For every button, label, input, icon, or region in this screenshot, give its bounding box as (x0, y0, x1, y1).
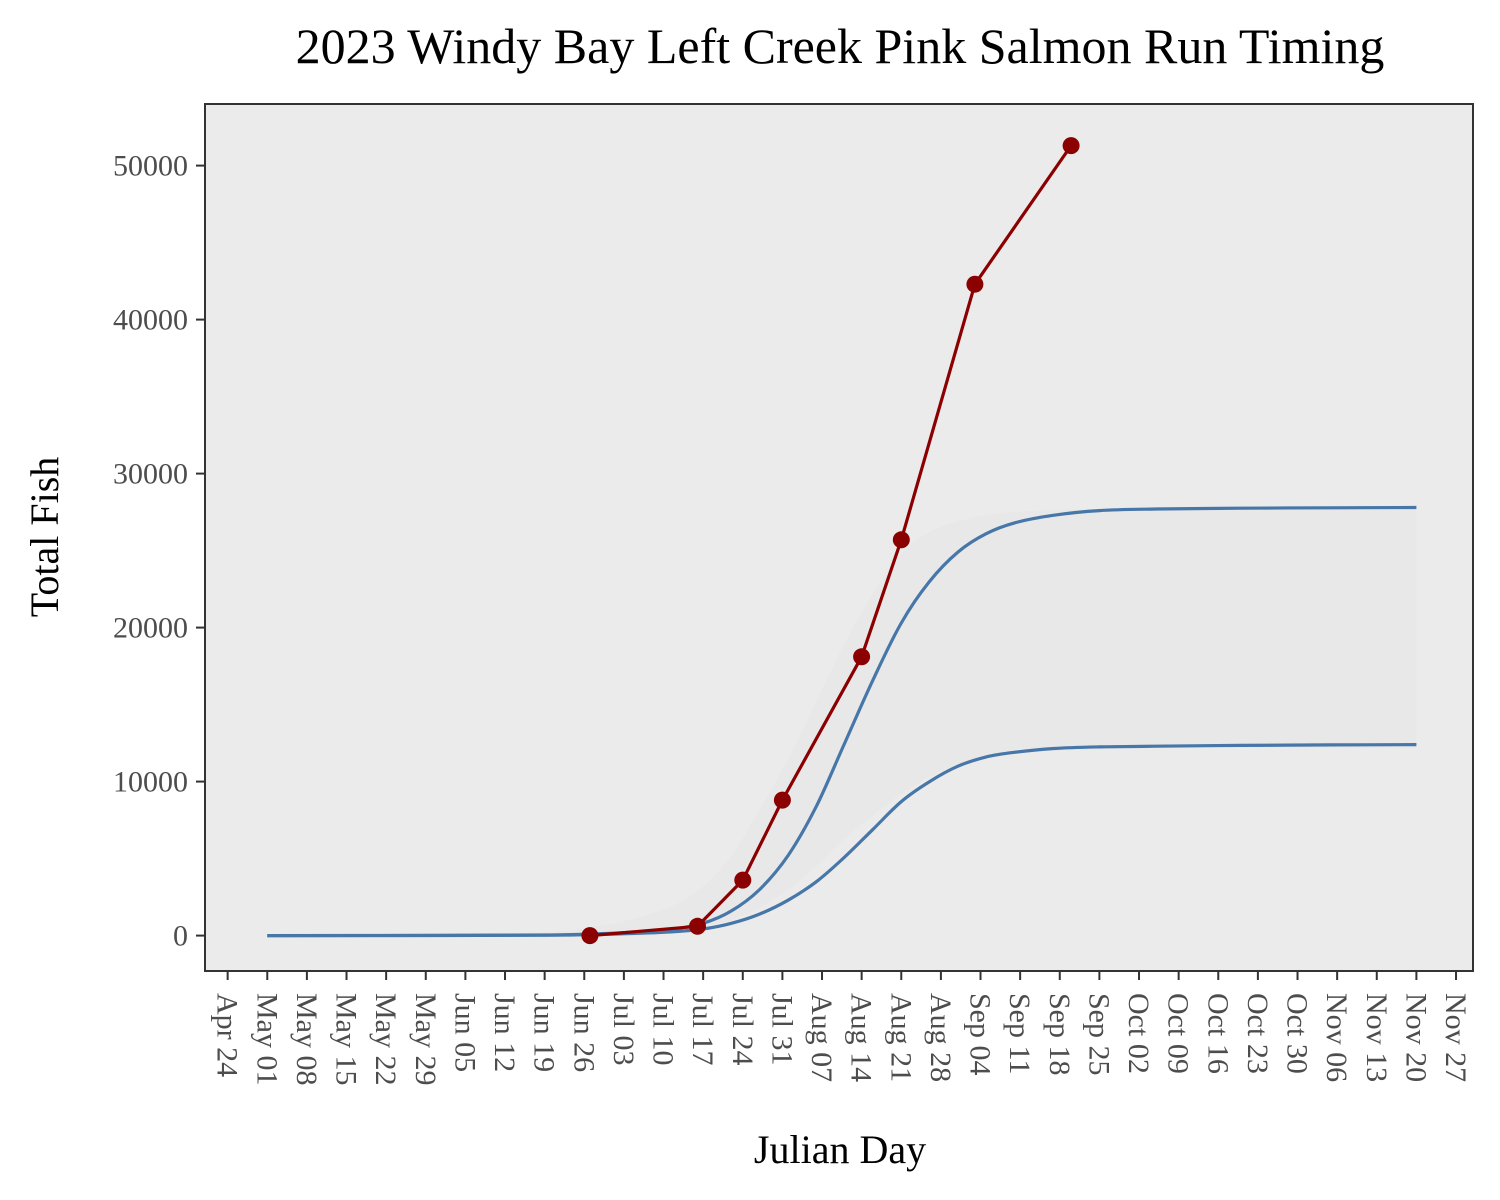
observed-point-7 (1062, 137, 1080, 155)
point-layer (581, 137, 1080, 945)
x-tick-label: Aug 14 (845, 993, 878, 1082)
x-tick-label: Sep 18 (1043, 993, 1076, 1076)
x-tick-label: Aug 28 (924, 993, 957, 1082)
x-tick-label: Oct 16 (1201, 993, 1234, 1074)
observed-cumulative-line (589, 144, 1073, 938)
x-tick-label: Jun 12 (488, 993, 521, 1072)
x-tick-label: Sep 11 (1003, 993, 1036, 1074)
x-axis: Apr 24 May 01 May 08 May 15 May 22 May 29 Jun … (211, 971, 1472, 1086)
x-tick-label: May 01 (250, 993, 283, 1086)
x-tick-label: Aug 07 (805, 993, 838, 1082)
confidence-band (267, 507, 1417, 936)
x-tick-label: May 15 (330, 993, 363, 1086)
x-tick-label: Jul 31 (765, 993, 798, 1066)
x-tick-label: Sep 25 (1082, 993, 1115, 1076)
x-axis-title: Julian Day (754, 1127, 926, 1172)
observed-point-2 (734, 871, 752, 889)
y-tick-label: 10000 (113, 766, 188, 799)
x-tick-label: Jul 24 (726, 993, 759, 1066)
observed-point-0 (581, 927, 599, 945)
x-tick-label: Nov 06 (1320, 993, 1353, 1082)
line-layer (267, 144, 1417, 938)
x-tick-label: Sep 04 (964, 993, 997, 1076)
y-tick-label: 0 (173, 920, 188, 953)
x-tick-label: Oct 23 (1241, 993, 1274, 1074)
y-tick-label: 30000 (113, 458, 188, 491)
y-tick-label: 20000 (113, 612, 188, 645)
x-tick-label: Jul 17 (686, 993, 719, 1066)
x-tick-label: Apr 24 (211, 993, 244, 1077)
y-tick-label: 50000 (113, 150, 188, 183)
x-tick-label: Nov 20 (1399, 993, 1432, 1082)
observed-point-5 (892, 531, 910, 549)
y-tick-label: 40000 (113, 304, 188, 337)
x-tick-label: Oct 30 (1281, 993, 1314, 1074)
x-tick-label: Aug 21 (884, 993, 917, 1082)
x-tick-label: Jun 19 (528, 993, 561, 1072)
x-tick-label: Jul 03 (607, 993, 640, 1066)
band-layer (267, 507, 1417, 936)
observed-point-4 (853, 648, 871, 666)
x-tick-label: Nov 27 (1439, 993, 1472, 1082)
y-axis: 0 10000 20000 30000 40000 50000 (113, 150, 205, 953)
x-tick-label: Jun 05 (448, 993, 481, 1072)
observed-point-6 (966, 275, 984, 293)
x-tick-label: Nov 13 (1360, 993, 1393, 1082)
x-tick-label: Oct 09 (1162, 993, 1195, 1074)
chart-title: 2023 Windy Bay Left Creek Pink Salmon Ru… (296, 18, 1385, 74)
x-tick-label: Jul 10 (647, 993, 680, 1066)
observed-point-1 (689, 917, 706, 935)
x-tick-label: May 22 (369, 993, 402, 1086)
observed-point-3 (773, 791, 791, 809)
x-tick-label: May 08 (290, 993, 323, 1086)
x-tick-label: May 29 (409, 993, 442, 1086)
x-tick-label: Jun 26 (567, 993, 600, 1072)
x-tick-label: Oct 02 (1122, 993, 1155, 1074)
y-axis-title: Total Fish (22, 457, 67, 618)
